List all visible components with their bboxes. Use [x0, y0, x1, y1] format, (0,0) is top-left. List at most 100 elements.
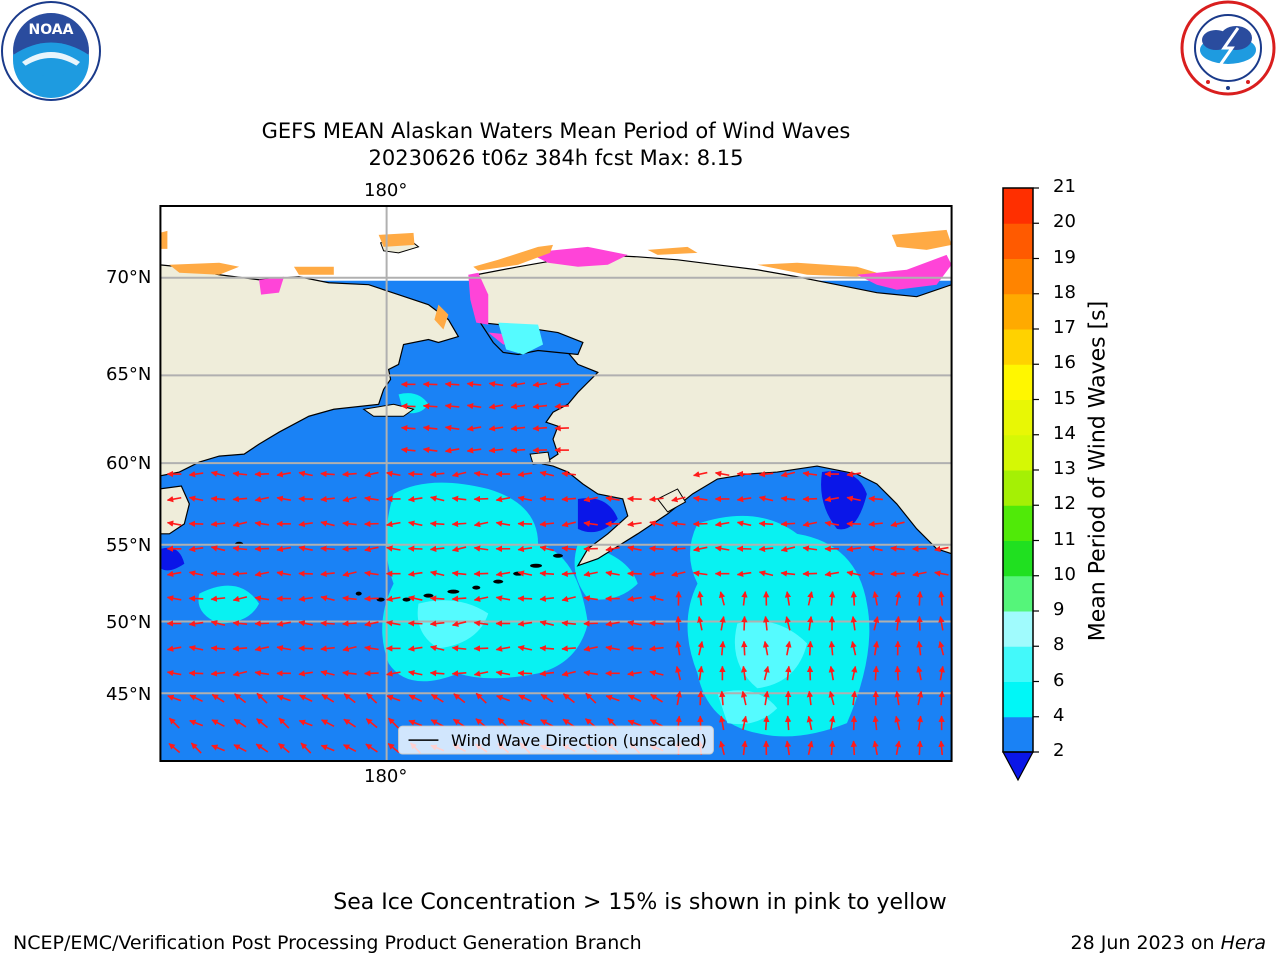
colorbar-segment [1003, 470, 1033, 506]
footer-left: NCEP/EMC/Verification Post Processing Pr… [13, 932, 642, 954]
wind-wave-arrow [649, 669, 664, 677]
wind-wave-arrow [429, 470, 445, 478]
wind-wave-arrow [868, 570, 883, 577]
wind-wave-arrow [408, 694, 423, 703]
wind-wave-arrow [675, 615, 682, 631]
wind-wave-arrow [451, 545, 467, 553]
wind-wave-arrow [894, 665, 901, 681]
sea-ice-note: Sea Ice Concentration > 15% is shown in … [333, 890, 947, 915]
wind-wave-arrow [532, 425, 548, 432]
colorbar-tick-label: 20 [1053, 211, 1076, 233]
legend-label: Wind Wave Direction (unscaled) [451, 731, 707, 750]
wind-wave-arrow [719, 690, 726, 706]
wind-wave-arrow [802, 470, 818, 478]
wind-wave-arrow [320, 595, 335, 602]
wind-wave-arrow [254, 595, 270, 602]
wind-wave-arrow [407, 645, 423, 652]
wind-wave-arrow [495, 669, 511, 677]
wind-wave-arrow [697, 640, 704, 656]
wind-wave-arrow [232, 545, 248, 552]
wind-wave-arrow [890, 545, 905, 552]
wind-wave-arrow [453, 693, 466, 704]
wind-wave-arrow [916, 740, 923, 756]
wind-wave-arrow [320, 570, 335, 577]
wind-wave-arrow [188, 495, 204, 502]
wind-wave-arrow [254, 570, 270, 578]
wind-wave-arrow [473, 470, 489, 478]
wind-wave-arrow [539, 645, 555, 652]
wind-wave-arrow [232, 645, 248, 652]
wind-wave-arrow [517, 471, 533, 478]
wave-period-map [159, 205, 953, 762]
colorbar-tick-label: 16 [1053, 352, 1076, 374]
wind-wave-arrow [780, 545, 796, 553]
colorbar-segment [1003, 716, 1033, 753]
colorbar-tick-label: 4 [1053, 704, 1065, 726]
wind-wave-arrow [168, 717, 180, 729]
wind-wave-arrow [400, 424, 416, 432]
wind-wave-arrow [846, 570, 861, 577]
wind-wave-arrow [934, 545, 949, 553]
wind-wave-arrow [894, 615, 902, 631]
colorbar-segment [1003, 293, 1033, 330]
wind-wave-arrow [539, 520, 555, 528]
wind-wave-arrow [763, 690, 770, 706]
wind-wave-arrow [894, 591, 902, 606]
wind-wave-arrow [916, 640, 923, 656]
wind-wave-arrow [451, 670, 467, 677]
colorbar-tick-label: 17 [1053, 317, 1076, 338]
land-chukotka [160, 264, 460, 477]
wind-wave-arrow [851, 665, 858, 681]
wind-wave-arrow [299, 694, 313, 703]
wind-wave-arrow [741, 591, 748, 606]
wind-wave-arrow [785, 640, 792, 656]
wind-wave-arrow [806, 715, 813, 731]
wind-wave-arrow [938, 665, 945, 681]
wind-wave-arrow [649, 620, 664, 627]
wind-wave-arrow [232, 470, 248, 478]
wind-wave-arrow [495, 570, 511, 578]
wind-wave-arrow [387, 742, 400, 754]
wind-wave-arrow [719, 616, 726, 631]
colorbar-tick-label: 13 [1053, 458, 1076, 479]
wind-wave-arrow [408, 520, 423, 527]
lat-label-45: 45°N [106, 684, 152, 705]
wind-wave-arrow [894, 715, 901, 731]
colorbar-segment [1003, 540, 1033, 577]
wind-wave-arrow [736, 520, 752, 527]
colorbar-segment [1003, 188, 1033, 224]
wind-wave-arrow [210, 495, 226, 503]
wind-wave-arrow [430, 495, 445, 502]
wind-wave-arrow [719, 740, 726, 755]
wind-wave-arrow [211, 744, 225, 752]
wind-wave-arrow [561, 495, 576, 503]
wind-wave-arrow [894, 690, 901, 706]
wind-wave-arrow [719, 591, 726, 606]
wind-wave-arrow [850, 690, 858, 706]
colorbar-segment [1003, 223, 1033, 259]
wind-wave-arrow [828, 640, 836, 656]
wind-wave-arrow [298, 545, 313, 552]
wind-wave-arrow [627, 670, 642, 677]
wind-wave-arrow [166, 595, 182, 602]
wind-wave-arrow [517, 545, 533, 553]
wind-wave-arrow [916, 665, 923, 681]
wind-wave-arrow [627, 694, 642, 703]
wind-wave-arrow [894, 740, 902, 756]
wind-wave-arrow [298, 520, 313, 528]
wind-wave-arrow [364, 645, 379, 652]
wind-wave-arrow [210, 670, 226, 677]
wind-wave-arrow [276, 545, 291, 553]
colorbar-label: Mean Period of Wind Waves [s] [1085, 300, 1111, 642]
wind-wave-arrow [342, 620, 357, 627]
wave-period-patch-strait [498, 322, 544, 355]
wind-wave-arrow [938, 641, 945, 656]
wind-wave-arrow [232, 495, 248, 503]
colorbar-tick-label: 21 [1053, 176, 1076, 197]
wind-wave-arrow [807, 591, 814, 606]
wind-wave-arrow [188, 645, 204, 652]
wind-wave-arrow [846, 495, 861, 502]
wind-wave-arrow [868, 495, 883, 503]
wind-wave-arrow [605, 545, 620, 553]
wind-wave-arrow [872, 591, 879, 606]
